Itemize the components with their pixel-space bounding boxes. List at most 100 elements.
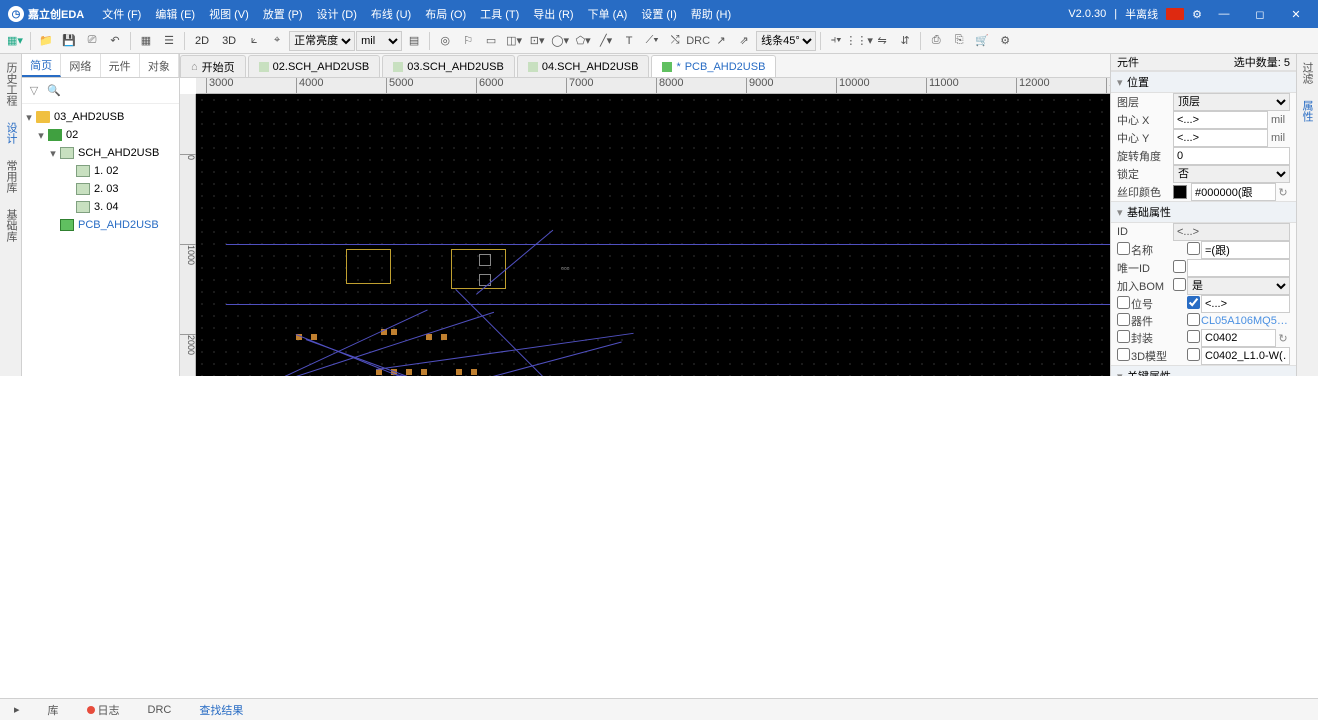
btab-drc[interactable]: DRC — [134, 699, 186, 721]
tab-sch1[interactable]: 02.SCH_AHD2USB — [248, 55, 381, 77]
brightness-select[interactable]: 正常亮度 — [289, 31, 355, 51]
vtab-history[interactable]: 历史工程 — [0, 54, 21, 114]
search-icon[interactable]: 🔍 — [46, 83, 62, 99]
tree-root[interactable]: 03_AHD2USB — [52, 111, 124, 123]
menu-settings[interactable]: 设置 (I) — [635, 2, 682, 26]
rect-icon[interactable]: ▭ — [480, 30, 502, 52]
pad-icon[interactable]: ◫▾ — [503, 30, 525, 52]
tab-start[interactable]: ⌂开始页 — [180, 55, 246, 77]
ptab-nets[interactable]: 网络 — [61, 54, 100, 77]
centery-input[interactable] — [1173, 129, 1268, 147]
pcb-canvas[interactable]: ▫▫▫ — [196, 94, 1110, 376]
flag-icon[interactable] — [1166, 8, 1184, 20]
name-input[interactable] — [1201, 241, 1290, 259]
bom-select[interactable]: 是 — [1187, 277, 1290, 295]
circle-icon[interactable]: ◯▾ — [549, 30, 571, 52]
vtab-baselib[interactable]: 基础库 — [0, 201, 21, 250]
tree-page-1[interactable]: 1. 02 — [92, 165, 118, 177]
menu-file[interactable]: 文件 (F) — [96, 2, 147, 26]
cross-icon[interactable]: ⌖ — [266, 30, 288, 52]
btab-lib[interactable]: 库 — [34, 699, 73, 721]
fp-refresh-icon[interactable]: ↻ — [1276, 332, 1290, 345]
minimize-icon[interactable]: — — [1210, 4, 1238, 24]
model-input[interactable] — [1201, 347, 1290, 365]
flag-tool-icon[interactable]: ⚐ — [457, 30, 479, 52]
mdl-chk2[interactable] — [1187, 348, 1200, 361]
ptab-components[interactable]: 元件 — [101, 54, 140, 77]
save-icon[interactable]: 💾 — [58, 30, 80, 52]
net-icon[interactable]: ↗ — [710, 30, 732, 52]
unit-select[interactable]: mil — [356, 31, 402, 51]
sect-key[interactable]: 关键属性 — [1127, 368, 1171, 376]
sect-position[interactable]: 位置 — [1127, 74, 1149, 90]
btab-collapse[interactable]: ▸ — [0, 699, 34, 721]
btab-log[interactable]: 日志 — [73, 699, 134, 721]
rotation-input[interactable] — [1173, 147, 1290, 165]
color-swatch[interactable] — [1173, 185, 1187, 199]
undo-icon[interactable]: ↶ — [104, 30, 126, 52]
bom-icon[interactable]: 🛒 — [971, 30, 993, 52]
list-icon[interactable]: ☰ — [158, 30, 180, 52]
filter-icon[interactable]: ▽ — [26, 83, 42, 99]
name-chk2[interactable] — [1187, 242, 1200, 255]
route-icon[interactable]: ⇗ — [733, 30, 755, 52]
maximize-icon[interactable]: ◻ — [1246, 4, 1274, 24]
target-icon[interactable]: ◎ — [434, 30, 456, 52]
view2d-button[interactable]: 2D — [189, 35, 215, 47]
tree-sch[interactable]: SCH_AHD2USB — [76, 147, 159, 159]
btab-find[interactable]: 查找结果 — [185, 699, 257, 721]
layer-select[interactable]: 顶层 — [1173, 93, 1290, 111]
drc-icon[interactable]: DRC — [687, 30, 709, 52]
tab-sch3[interactable]: 04.SCH_AHD2USB — [517, 55, 650, 77]
flip-v-icon[interactable]: ⇵ — [894, 30, 916, 52]
close-icon[interactable]: ✕ — [1282, 4, 1310, 24]
ptab-summary[interactable]: 简页 — [22, 54, 61, 77]
lock-select[interactable]: 否 — [1173, 165, 1290, 183]
vtab-design[interactable]: 设计 — [0, 114, 21, 152]
vtab-commonlib[interactable]: 常用库 — [0, 152, 21, 201]
distribute-icon[interactable]: ⋮⋮▾ — [848, 30, 870, 52]
align-icon[interactable]: ⫞▾ — [825, 30, 847, 52]
tree-page-2[interactable]: 2. 03 — [92, 183, 118, 195]
designator-input[interactable] — [1201, 295, 1290, 313]
mdl-chk[interactable] — [1117, 348, 1130, 361]
export1-icon[interactable]: ⎙ — [925, 30, 947, 52]
menu-order[interactable]: 下单 (A) — [582, 2, 634, 26]
saveall-icon[interactable]: ⎚ — [81, 30, 103, 52]
arc-icon[interactable]: ⟋▾ — [641, 30, 663, 52]
menu-edit[interactable]: 编辑 (E) — [149, 2, 201, 26]
vtab-properties[interactable]: 属性 — [1297, 92, 1317, 130]
poly-icon[interactable]: ⬠▾ — [572, 30, 594, 52]
silkcolor-input[interactable] — [1191, 183, 1276, 201]
bom-chk[interactable] — [1173, 278, 1186, 291]
tab-sch2[interactable]: 03.SCH_AHD2USB — [382, 55, 515, 77]
settings-gear-icon[interactable]: ⚙ — [1192, 8, 1202, 21]
ptab-objects[interactable]: 对象 — [140, 54, 179, 77]
flip-h-icon[interactable]: ⇋ — [871, 30, 893, 52]
open-icon[interactable]: ▦▾ — [4, 30, 26, 52]
tree-pcb[interactable]: PCB_AHD2USB — [76, 219, 159, 231]
table-icon[interactable]: ▤ — [403, 30, 425, 52]
vtab-filter[interactable]: 过滤 — [1297, 54, 1317, 92]
tree-page-3[interactable]: 3. 04 — [92, 201, 118, 213]
menu-tools[interactable]: 工具 (T) — [474, 2, 525, 26]
dev-chk2[interactable] — [1187, 313, 1200, 326]
text-icon[interactable]: T — [618, 30, 640, 52]
via-icon[interactable]: ⊡▾ — [526, 30, 548, 52]
uid-input[interactable] — [1187, 259, 1290, 277]
menu-view[interactable]: 视图 (V) — [203, 2, 255, 26]
tab-pcb[interactable]: *PCB_AHD2USB — [651, 55, 776, 77]
export2-icon[interactable]: ⎘ — [948, 30, 970, 52]
dev-chk[interactable] — [1117, 313, 1130, 326]
angle-select[interactable]: 线条45° — [756, 31, 816, 51]
des-chk2[interactable] — [1187, 296, 1200, 309]
new-folder-icon[interactable]: 📁 — [35, 30, 57, 52]
menu-export[interactable]: 导出 (R) — [527, 2, 579, 26]
measure-icon[interactable]: ⟀ — [243, 30, 265, 52]
gear-icon[interactable]: ⚙ — [994, 30, 1016, 52]
uid-chk[interactable] — [1173, 260, 1186, 273]
footprint-input[interactable] — [1201, 329, 1276, 347]
break-icon[interactable]: ⤭ — [664, 30, 686, 52]
grid-icon[interactable]: ▦ — [135, 30, 157, 52]
menu-route[interactable]: 布线 (U) — [365, 2, 417, 26]
